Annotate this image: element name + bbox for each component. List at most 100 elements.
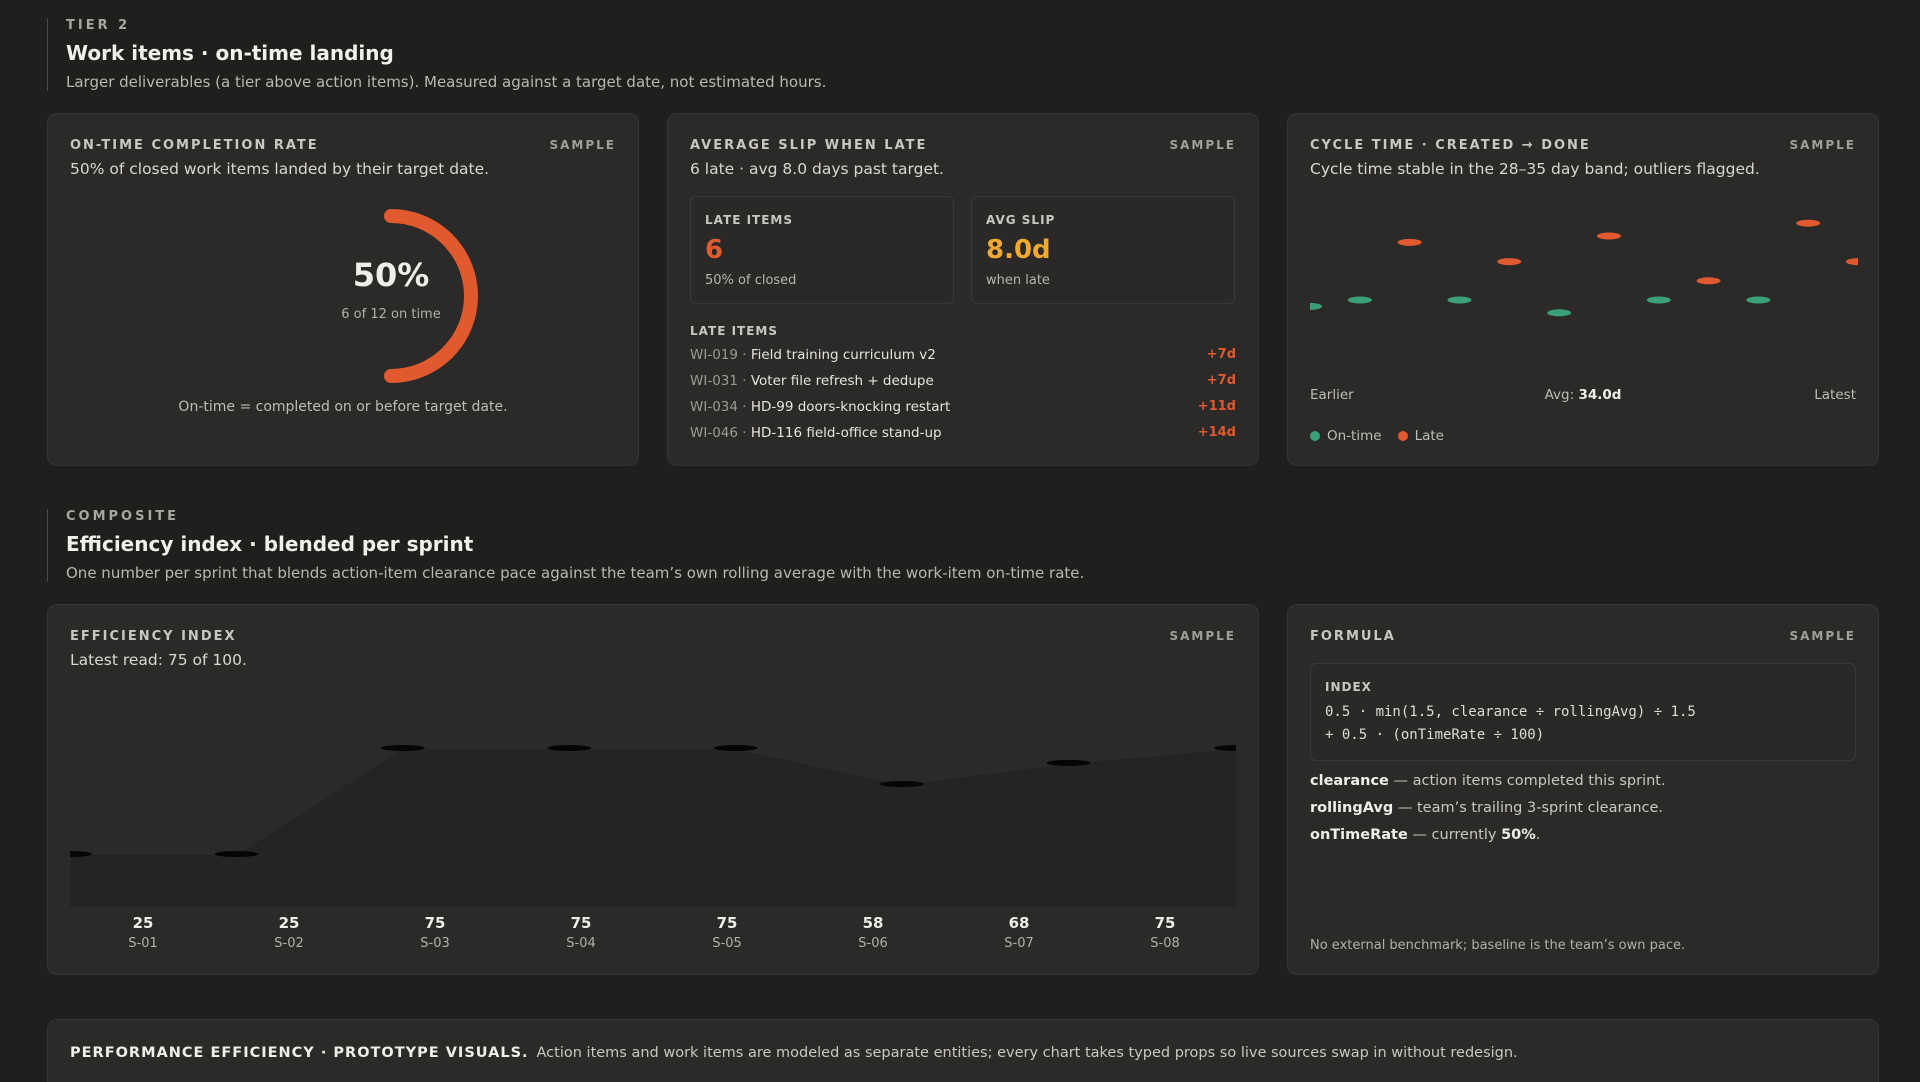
tier2-subtitle: Larger deliverables (a tier above action… (66, 73, 827, 91)
sprint-value: 25 (278, 914, 300, 932)
sample-badge: SAMPLE (1169, 138, 1236, 152)
late-item-name: Voter file refresh + dedupe (750, 373, 934, 389)
late-item-id: WI-034 (690, 399, 738, 415)
def-tail: . (1535, 827, 1541, 843)
late-item-row[interactable]: WI-046 · HD-116 field-office stand-up +1… (690, 425, 1236, 441)
late-item-id: WI-031 (690, 373, 738, 389)
tier2-eyebrow: TIER 2 (66, 18, 131, 33)
late-item-row[interactable]: WI-031 · Voter file refresh + dedupe +7d (690, 373, 1236, 389)
ontime-footnote: On-time = completed on or before target … (178, 399, 508, 415)
late-item-name: Field training curriculum v2 (750, 347, 936, 363)
late-items-value: 6 (705, 235, 724, 265)
late-item-row[interactable]: WI-034 · HD-99 doors-knocking restart +1… (690, 399, 1236, 415)
cycle-avg-prefix: Avg: (1544, 387, 1575, 403)
slip-card-desc: 6 late · avg 8.0 days past target. (690, 160, 944, 178)
sprint-name: S-01 (128, 936, 158, 951)
tier2-header: TIER 2 Work items · on-time landing Larg… (47, 18, 826, 91)
def-rollingavg: rollingAvg — team’s trailing 3-sprint cl… (1310, 800, 1663, 816)
cycle-point (1846, 258, 1858, 266)
late-item-id: WI-046 (690, 425, 738, 441)
ontime-donut: 50% 6 of 12 on time (291, 206, 491, 386)
sample-badge: SAMPLE (1169, 629, 1236, 643)
sample-badge: SAMPLE (1789, 629, 1856, 643)
late-item-delta: +14d (1197, 425, 1236, 440)
cycle-point (1547, 309, 1572, 317)
sprint-name: S-04 (566, 936, 596, 951)
cycle-point (1310, 302, 1322, 310)
efficiency-line (70, 747, 1236, 855)
slip-card: AVERAGE SLIP WHEN LATE SAMPLE 6 late · a… (667, 113, 1259, 466)
sprint-name: S-07 (1004, 936, 1034, 951)
sprint-value: 25 (132, 914, 154, 932)
footer-body: Action items and work items are modeled … (536, 1045, 1518, 1061)
efficiency-sprint-label: 25 S-01 (93, 914, 193, 951)
def-ontimerate: onTimeRate — currently 50%. (1310, 827, 1540, 843)
late-list-title: LATE ITEMS (690, 324, 778, 338)
sprint-name: S-06 (858, 936, 888, 951)
cycle-avg-value: 34.0d (1578, 387, 1622, 403)
late-item-row[interactable]: WI-019 · Field training curriculum v2 +7… (690, 347, 1236, 363)
efficiency-sprint-label: 75 S-04 (531, 914, 631, 951)
ontime-card: ON-TIME COMPLETION RATE SAMPLE 50% of cl… (47, 113, 639, 466)
def-term: onTimeRate (1310, 827, 1408, 843)
def-text: — action items completed this sprint. (1388, 773, 1666, 789)
cycle-point (1447, 296, 1472, 304)
composite-title: Efficiency index · blended per sprint (66, 532, 474, 556)
sample-badge: SAMPLE (1789, 138, 1856, 152)
footer-text: PERFORMANCE EFFICIENCY · PROTOTYPE VISUA… (70, 1045, 1518, 1061)
cycle-legend: On-time Late (1310, 428, 1444, 444)
cycle-point (1696, 277, 1721, 285)
cycle-axis-right: Latest (1814, 387, 1856, 403)
cycle-axis: Earlier Avg: 34.0d Latest (1310, 387, 1856, 403)
efficiency-point (380, 745, 425, 751)
efficiency-sprint-label: 58 S-06 (823, 914, 923, 951)
cycle-point (1397, 238, 1422, 246)
avg-slip-value: 8.0d (986, 235, 1051, 265)
ontime-card-desc: 50% of closed work items landed by their… (70, 160, 490, 178)
cycle-axis-left: Earlier (1310, 387, 1354, 403)
efficiency-area (70, 748, 1236, 907)
def-text: — team’s trailing 3-sprint clearance. (1393, 800, 1664, 816)
formula-line-1: 0.5 · min(1.5, clearance ÷ rollingAvg) ÷… (1325, 704, 1696, 720)
formula-line-2: + 0.5 · (onTimeRate ÷ 100) (1325, 727, 1545, 743)
legend-late-label: Late (1414, 428, 1444, 444)
efficiency-sprint-label: 75 S-03 (385, 914, 485, 951)
formula-box: INDEX 0.5 · min(1.5, clearance ÷ rolling… (1310, 663, 1856, 761)
sprint-value: 75 (716, 914, 738, 932)
slip-card-label: AVERAGE SLIP WHEN LATE (690, 138, 928, 153)
late-item-delta: +7d (1206, 347, 1236, 362)
ontime-card-label: ON-TIME COMPLETION RATE (70, 138, 319, 153)
def-term: clearance (1310, 773, 1389, 789)
efficiency-point (713, 745, 758, 751)
efficiency-sprint-label: 68 S-07 (969, 914, 1069, 951)
formula-box-label: INDEX (1325, 680, 1372, 694)
late-items-sub: 50% of closed (705, 273, 797, 288)
late-items-stat: LATE ITEMS 6 50% of closed (690, 196, 954, 304)
late-item-delta: +11d (1197, 399, 1236, 414)
efficiency-point (1046, 759, 1091, 766)
formula-footnote: No external benchmark; baseline is the t… (1310, 938, 1686, 953)
composite-subtitle: One number per sprint that blends action… (66, 564, 1085, 582)
cycle-point (1746, 296, 1771, 304)
tier2-title: Work items · on-time landing (66, 41, 394, 65)
ontime-donut-svg (304, 209, 478, 383)
efficiency-card-desc: Latest read: 75 of 100. (70, 651, 247, 669)
efficiency-point (214, 851, 259, 857)
cycle-point (1347, 296, 1372, 304)
legend-late: Late (1397, 428, 1444, 444)
late-item-delta: +7d (1206, 373, 1236, 388)
avg-slip-sub: when late (986, 273, 1050, 288)
sprint-name: S-03 (420, 936, 450, 951)
sprint-value: 68 (1008, 914, 1030, 932)
avg-slip-stat: AVG SLIP 8.0d when late (971, 196, 1235, 304)
cycle-point (1497, 258, 1522, 266)
efficiency-sprint-label: 25 S-02 (239, 914, 339, 951)
efficiency-point (547, 745, 592, 751)
late-item-name: HD-99 doors-knocking restart (750, 399, 951, 415)
cycle-card-label: CYCLE TIME · CREATED → DONE (1310, 138, 1591, 153)
footer-strong: PERFORMANCE EFFICIENCY · PROTOTYPE VISUA… (70, 1045, 529, 1061)
cycle-point (1596, 232, 1621, 240)
ontime-count: 6 of 12 on time (341, 307, 441, 322)
cycle-point (1796, 219, 1821, 227)
late-dot-icon (1397, 431, 1408, 441)
